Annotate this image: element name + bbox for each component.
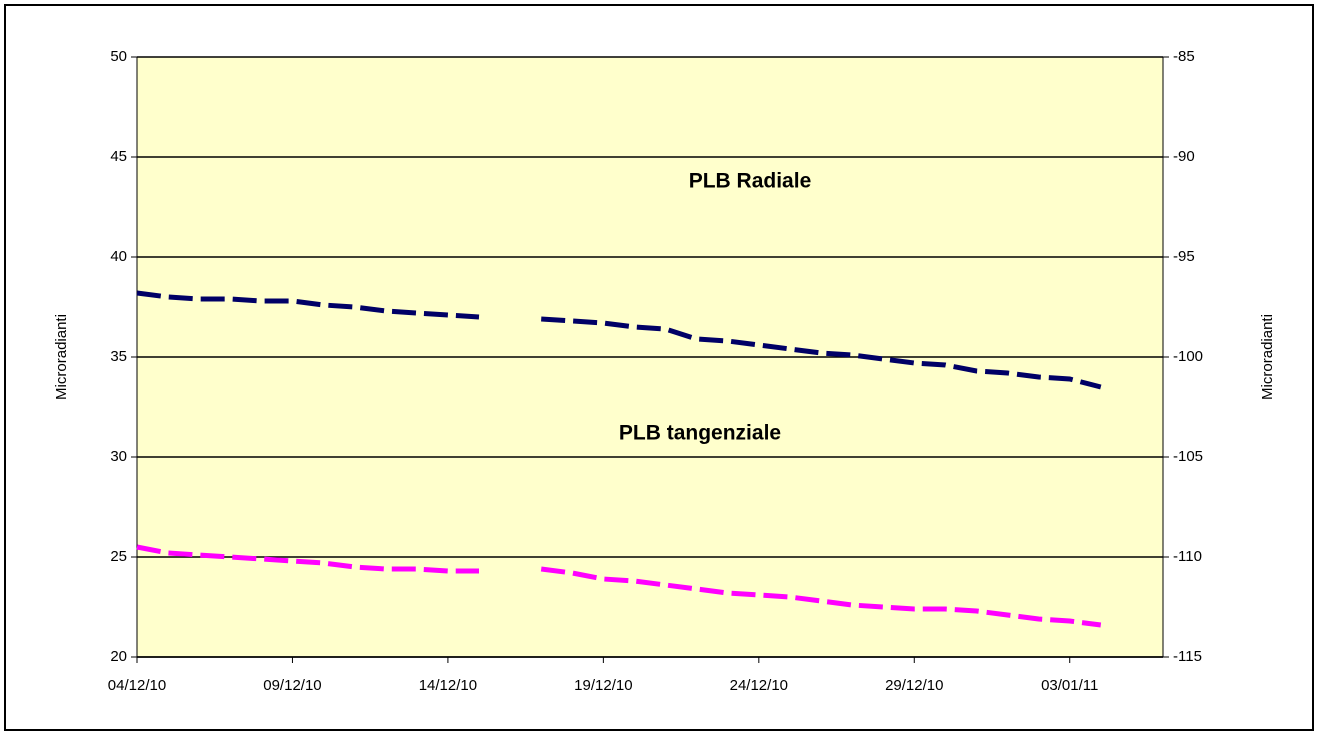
x-tick-label: 29/12/10	[885, 677, 943, 694]
x-tick-label: 14/12/10	[419, 677, 477, 694]
y2-tick-label: -85	[1173, 48, 1195, 65]
y-tick-label: 25	[110, 548, 127, 565]
x-tick-label: 09/12/10	[263, 677, 321, 694]
y2-tick-label: -95	[1173, 248, 1195, 265]
y2-axis-label: Microradianti	[1259, 314, 1276, 400]
series-line	[136, 544, 1102, 628]
series-label: PLB Radiale	[689, 170, 812, 193]
y-tick-label: 35	[110, 348, 127, 365]
y2-tick-label: -105	[1173, 448, 1203, 465]
x-tick-label: 24/12/10	[730, 677, 788, 694]
y2-tick-label: -100	[1173, 348, 1203, 365]
y-tick-label: 50	[110, 48, 127, 65]
y2-tick-label: -115	[1173, 648, 1202, 665]
x-tick-label: 03/01/11	[1041, 677, 1098, 694]
y-axis-label: Microradianti	[53, 314, 70, 400]
x-tick-label: 04/12/10	[108, 677, 166, 694]
y-tick-label: 20	[110, 648, 127, 665]
y-tick-label: 45	[110, 148, 127, 165]
y2-tick-label: -110	[1173, 548, 1202, 565]
x-tick-label: 19/12/10	[574, 677, 632, 694]
series-line	[136, 290, 1102, 390]
y-tick-label: 40	[110, 248, 127, 265]
y-tick-label: 30	[110, 448, 127, 465]
y2-tick-label: -90	[1173, 148, 1195, 165]
series-label: PLB tangenziale	[619, 422, 781, 445]
